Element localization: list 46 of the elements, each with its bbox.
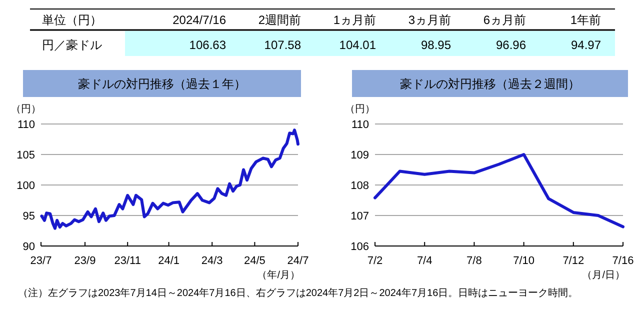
x-tick-label: 24/7 (287, 255, 309, 267)
y-tick-label: 110 (17, 119, 35, 131)
data-label: 98.95 (420, 38, 452, 52)
category-label: 3ヵ月前 (408, 13, 451, 27)
category-label: 6ヵ月前 (483, 13, 526, 27)
x-tick-label: 23/7 (30, 255, 52, 267)
x-tick-label: 7/12 (562, 255, 584, 267)
data-label: 104.01 (339, 38, 376, 52)
chart-title: 豪ドルの対円推移（過去１年） (78, 77, 246, 91)
text: 円／豪ドル (42, 38, 102, 52)
category-label: 2週間前 (258, 13, 301, 27)
y-tick-label: 107 (350, 210, 369, 222)
y-tick-label: 109 (350, 150, 369, 162)
line-series (40, 128, 300, 230)
x-tick-label: 23/9 (74, 255, 96, 267)
x-tick-label: 7/4 (416, 255, 432, 267)
y-tick-label: 110 (351, 119, 369, 131)
y-tick-label: 90 (22, 241, 35, 253)
x-tick-label: 24/5 (244, 255, 266, 267)
text: 単位（円） (42, 13, 102, 27)
y-tick-label: 108 (350, 180, 369, 192)
x-tick-label: 7/16 (612, 255, 634, 267)
data-label: 107.58 (264, 38, 302, 52)
y-tick-label: 105 (16, 150, 35, 162)
x-tick-label: 7/8 (466, 255, 482, 267)
y-tick-label: 100 (16, 180, 35, 192)
y-axis-title: （円） (11, 104, 41, 115)
data-label: 94.97 (570, 38, 602, 52)
x-axis-title: （月/日） (582, 270, 625, 281)
category-label: 1ヵ月前 (333, 13, 376, 27)
x-tick-label: 7/2 (367, 255, 383, 267)
x-tick-label: 23/11 (114, 255, 141, 267)
x-tick-label: 7/10 (513, 255, 535, 267)
category-label: 1年前 (570, 13, 601, 27)
y-tick-label: 95 (22, 210, 35, 222)
y-tick-label: 106 (350, 241, 369, 253)
x-tick-label: 24/1 (158, 255, 180, 267)
x-tick-label: 24/3 (201, 255, 223, 267)
y-axis-title: （円） (345, 104, 375, 115)
chart-title: 豪ドルの対円推移（過去２週間） (400, 77, 580, 91)
data-label: 96.96 (496, 38, 526, 52)
text: （注）左グラフは2023年7月14日～2024年7月16日、右グラフは2024年7月2日～2024年7月16日。日時はニューヨーク時間。 (18, 287, 578, 299)
category-label: 2024/7/16 (172, 13, 226, 27)
line-series (374, 153, 624, 228)
data-label: 106.63 (189, 38, 226, 52)
x-axis-title: （年/月） (257, 269, 300, 281)
